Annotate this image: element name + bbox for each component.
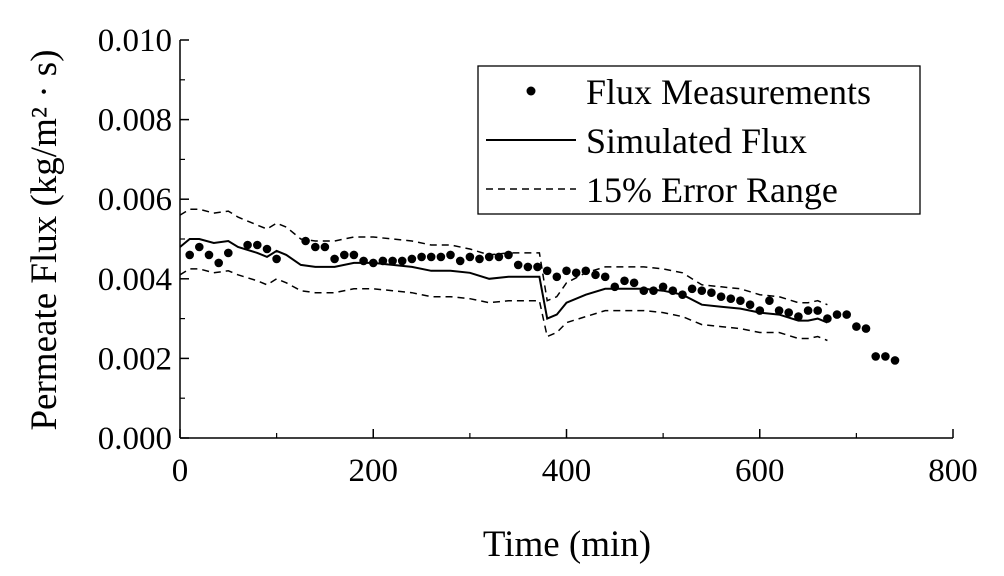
flux-measurement-point xyxy=(465,252,475,262)
flux-measurement-point xyxy=(417,252,426,262)
flux-measurement-point xyxy=(552,272,562,282)
flux-measurement-point xyxy=(513,260,523,270)
flux-measurement-point xyxy=(185,250,194,260)
x-tick-label: 600 xyxy=(735,453,785,489)
simulated-flux-line xyxy=(179,238,828,324)
flux-measurement-point xyxy=(262,244,272,254)
flux-measurement-point xyxy=(784,308,793,317)
flux-measurement-point xyxy=(697,286,707,296)
flux-measurement-point xyxy=(610,282,620,292)
flux-measurement-point xyxy=(687,284,697,294)
flux-measurement-point xyxy=(301,236,310,246)
flux-measurement-point xyxy=(311,242,320,252)
flux-measurement-point xyxy=(726,294,736,304)
plot-area xyxy=(179,208,900,365)
y-tick-label: 0.002 xyxy=(98,341,172,377)
flux-measurement-point xyxy=(475,254,484,264)
flux-measurement-point xyxy=(436,252,446,262)
error-range-lower-line xyxy=(179,268,828,342)
flux-measurement-point xyxy=(755,306,765,315)
flux-measurement-point xyxy=(736,296,745,306)
flux-measurement-point xyxy=(571,268,581,278)
flux-measurement-point xyxy=(484,252,494,262)
flux-measurement-point xyxy=(774,306,784,315)
flux-measurement-point xyxy=(794,312,803,321)
flux-measurement-point xyxy=(320,242,330,252)
flux-measurement-point xyxy=(581,266,591,276)
flux-measurement-point xyxy=(504,250,513,260)
flux-measurement-point xyxy=(620,276,629,286)
flux-measurement-point xyxy=(243,240,252,250)
flux-measurement-point xyxy=(591,270,600,280)
flux-measurement-point xyxy=(349,250,359,260)
flux-measurement-point xyxy=(881,352,890,361)
y-tick-label: 0.006 xyxy=(98,182,172,218)
flux-measurement-point xyxy=(369,258,378,268)
axes: 0 200 400 600 800 0.000 0.002 0.004 0.006 0.008 0.… xyxy=(98,23,978,489)
flux-measurement-point xyxy=(871,352,880,361)
flux-measurement-point xyxy=(272,254,281,264)
x-tick-label: 0 xyxy=(172,453,189,489)
flux-measurement-point xyxy=(852,322,861,331)
flux-measurement-point xyxy=(813,306,822,315)
flux-measurement-point xyxy=(842,310,851,319)
flux-measurement-point xyxy=(426,252,436,262)
flux-measurement-point xyxy=(204,250,214,260)
x-tick-label: 400 xyxy=(542,453,592,489)
flux-measurement-point xyxy=(649,286,658,296)
error-range-upper-line xyxy=(179,208,828,306)
x-axis-title: Time (min) xyxy=(483,524,651,565)
y-tick-label: 0.008 xyxy=(98,103,172,139)
flux-measurement-point xyxy=(252,240,262,250)
flux-measurement-point xyxy=(494,252,504,262)
flux-measurement-point xyxy=(455,256,465,266)
flux-measurement-point xyxy=(832,310,842,319)
flux-measurement-point xyxy=(523,262,533,272)
flux-measurement-point xyxy=(407,254,417,264)
flux-measurement-point xyxy=(658,282,668,292)
y-tick-label: 0.010 xyxy=(98,23,172,59)
flux-measurement-point xyxy=(195,242,204,252)
y-tick-label: 0.000 xyxy=(98,421,172,457)
flux-measurement-point xyxy=(678,290,687,300)
legend-label-simulated-flux: Simulated Flux xyxy=(586,121,807,161)
flux-measurement-point xyxy=(639,286,649,296)
x-tick-label: 200 xyxy=(349,453,399,489)
legend-label-error-range: 15% Error Range xyxy=(586,170,838,210)
flux-measurement-point xyxy=(359,256,368,266)
flux-measurement-point xyxy=(890,356,900,365)
flux-measurement-point xyxy=(397,256,407,266)
flux-measurement-point xyxy=(861,324,871,333)
flux-measurement-point xyxy=(745,300,755,310)
legend-marker-flux-measurements xyxy=(526,86,536,96)
flux-measurement-point xyxy=(629,278,639,288)
flux-measurement-point xyxy=(562,266,571,276)
legend: Flux Measurements Simulated Flux 15% Err… xyxy=(477,65,921,215)
flux-measurement-point xyxy=(378,256,388,266)
flux-measurement-point xyxy=(533,262,542,272)
flux-measurement-point xyxy=(803,306,813,315)
flux-measurement-point xyxy=(542,266,552,276)
flux-measurement-point xyxy=(224,248,233,258)
flux-measurement-point xyxy=(823,314,832,323)
flux-measurement-point xyxy=(765,296,774,306)
flux-measurement-point xyxy=(330,254,339,264)
legend-label-flux-measurements: Flux Measurements xyxy=(586,72,871,112)
x-tick-label: 800 xyxy=(928,453,978,489)
flux-measurement-point xyxy=(214,258,223,268)
flux-measurement-point xyxy=(707,288,716,298)
y-tick-label: 0.004 xyxy=(98,262,172,298)
flux-measurement-point xyxy=(446,250,455,260)
flux-measurement-point xyxy=(388,256,397,266)
y-axis-title: Permeate Flux (kg/m² · s) xyxy=(24,49,65,430)
flux-measurement-point xyxy=(340,250,349,260)
flux-measurement-point xyxy=(600,272,610,282)
flux-measurement-point xyxy=(668,286,678,296)
flux-measurement-point xyxy=(716,292,726,302)
